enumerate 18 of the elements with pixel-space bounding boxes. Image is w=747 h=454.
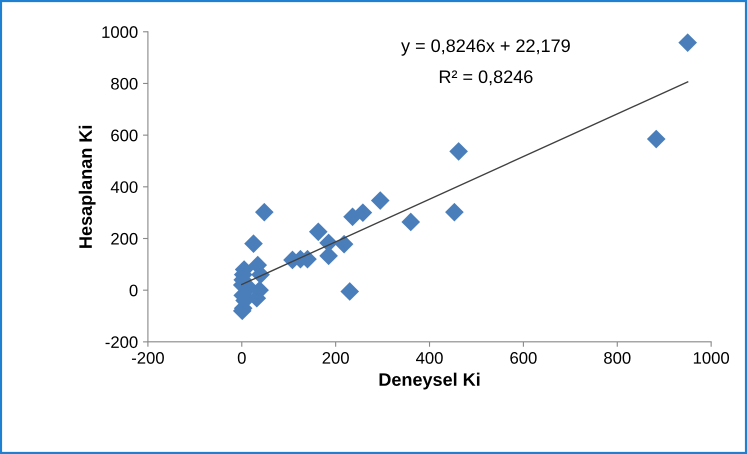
x-tick-label: 600 <box>510 352 537 364</box>
y-tick-label: 800 <box>111 78 138 90</box>
x-tick-label: 800 <box>604 352 631 364</box>
y-axis-title: Hesaplanan Ki <box>78 126 96 248</box>
x-tick-label: 400 <box>416 352 443 364</box>
x-tick-label: -200 <box>132 352 164 364</box>
y-tick-label: 200 <box>111 232 138 245</box>
x-tick-label: 1000 <box>694 352 730 364</box>
x-tick-label: 200 <box>322 352 349 364</box>
annotation: R² = 0,8246 <box>440 70 532 86</box>
x-axis-title: Deneysel Ki <box>380 372 480 390</box>
annotation: y = 0,8246x + 22,179 <box>401 39 570 56</box>
y-tick-label: -200 <box>106 336 138 348</box>
y-tick-label: 600 <box>111 130 138 142</box>
y-tick-label: 0 <box>130 284 138 296</box>
y-tick-label: 400 <box>110 181 138 194</box>
y-tick-label: 1000 <box>102 26 138 38</box>
x-tick-label: 0 <box>238 352 246 364</box>
